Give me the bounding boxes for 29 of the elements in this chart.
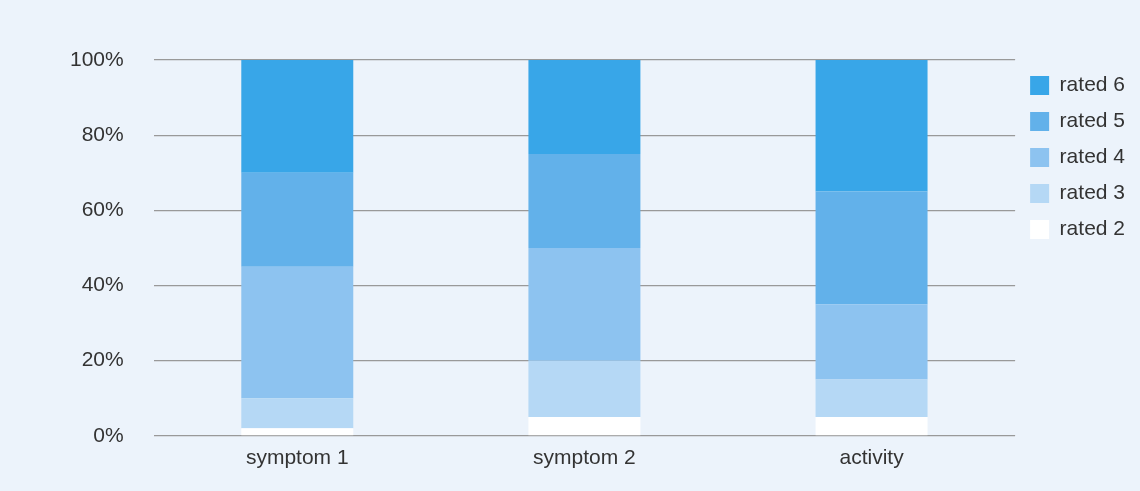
bar — [815, 304, 928, 380]
y-tick-label: 60% — [81, 197, 124, 221]
bar — [528, 417, 641, 436]
legend-label: rated 3 — [1059, 180, 1126, 204]
x-tick-label: symptom 2 — [533, 445, 636, 469]
bar — [241, 428, 354, 436]
y-tick-label: 0% — [93, 422, 124, 446]
bar — [528, 360, 641, 418]
bar — [241, 172, 354, 267]
legend-label: rated 4 — [1059, 144, 1126, 168]
y-tick-label: 20% — [81, 347, 124, 371]
bar — [528, 60, 641, 154]
x-tick-label: symptom 1 — [245, 445, 349, 469]
legend-label: rated 2 — [1059, 216, 1126, 240]
x-tick-label: activity — [839, 445, 905, 469]
legend-label: rated 6 — [1059, 72, 1126, 96]
bar — [528, 153, 641, 248]
bar — [528, 247, 641, 361]
y-tick-label: 80% — [81, 121, 124, 145]
bar — [241, 398, 354, 429]
bar — [815, 417, 928, 436]
legend-label: rated 5 — [1059, 108, 1126, 132]
bar — [815, 379, 928, 418]
y-tick-label: 100% — [69, 46, 124, 70]
bar — [241, 60, 354, 173]
bar — [815, 191, 928, 305]
y-tick-label: 40% — [81, 272, 124, 296]
bar — [815, 60, 928, 192]
bar — [241, 266, 354, 399]
